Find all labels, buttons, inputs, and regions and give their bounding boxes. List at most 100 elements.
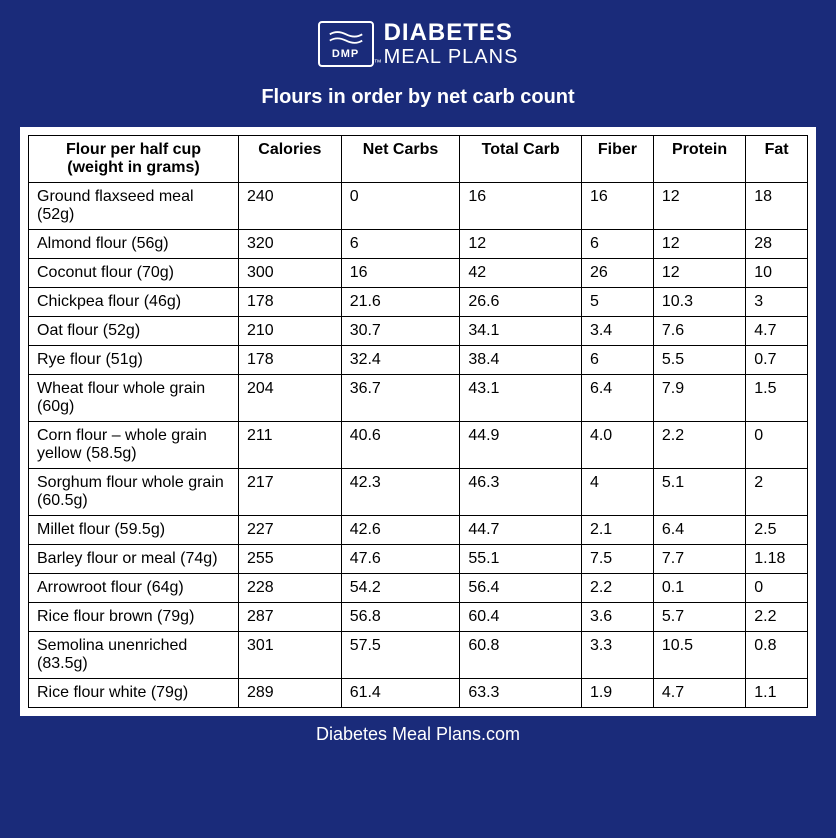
table-cell: 301	[239, 632, 342, 679]
flour-table: Flour per half cup (weight in grams) Cal…	[28, 135, 808, 708]
table-container: Flour per half cup (weight in grams) Cal…	[20, 127, 816, 716]
table-cell: 44.7	[460, 516, 582, 545]
logo-text: DIABETES MEAL PLANS	[384, 20, 519, 68]
table-cell: 7.5	[581, 545, 653, 574]
wave-icon	[328, 28, 364, 46]
table-cell: 7.6	[653, 317, 745, 346]
table-row: Rice flour white (79g)28961.463.31.94.71…	[29, 679, 808, 708]
table-cell: 5.1	[653, 469, 745, 516]
table-cell: 2.2	[746, 603, 808, 632]
table-cell: 30.7	[341, 317, 460, 346]
table-cell: 228	[239, 574, 342, 603]
table-cell: 54.2	[341, 574, 460, 603]
page-title: Flours in order by net carb count	[20, 86, 816, 109]
table-cell: 12	[653, 259, 745, 288]
table-cell: 12	[460, 230, 582, 259]
table-row: Rye flour (51g)17832.438.465.50.7	[29, 346, 808, 375]
table-row: Almond flour (56g)32061261228	[29, 230, 808, 259]
table-cell: 46.3	[460, 469, 582, 516]
table-cell: 2.2	[653, 422, 745, 469]
table-cell: 1.18	[746, 545, 808, 574]
table-cell: 255	[239, 545, 342, 574]
table-cell: 2.1	[581, 516, 653, 545]
col-header-calories: Calories	[239, 136, 342, 183]
table-row: Ground flaxseed meal (52g)240016161218	[29, 183, 808, 230]
table-cell: 4.0	[581, 422, 653, 469]
table-cell: 5.7	[653, 603, 745, 632]
table-row: Semolina unenriched (83.5g)30157.560.83.…	[29, 632, 808, 679]
table-cell: 6.4	[653, 516, 745, 545]
table-row: Sorghum flour whole grain (60.5g)21742.3…	[29, 469, 808, 516]
table-cell: 287	[239, 603, 342, 632]
table-cell: Oat flour (52g)	[29, 317, 239, 346]
logo-line1: DIABETES	[384, 20, 519, 46]
table-cell: 10	[746, 259, 808, 288]
table-cell: 36.7	[341, 375, 460, 422]
table-cell: 34.1	[460, 317, 582, 346]
table-cell: 44.9	[460, 422, 582, 469]
table-cell: 6	[341, 230, 460, 259]
table-cell: Rice flour white (79g)	[29, 679, 239, 708]
table-cell: 26.6	[460, 288, 582, 317]
table-cell: 4.7	[746, 317, 808, 346]
logo-line2: MEAL PLANS	[384, 46, 519, 68]
table-cell: Semolina unenriched (83.5g)	[29, 632, 239, 679]
table-cell: 0.8	[746, 632, 808, 679]
table-cell: 227	[239, 516, 342, 545]
table-cell: 18	[746, 183, 808, 230]
table-cell: Chickpea flour (46g)	[29, 288, 239, 317]
table-cell: 56.4	[460, 574, 582, 603]
table-cell: 0.7	[746, 346, 808, 375]
table-row: Millet flour (59.5g)22742.644.72.16.42.5	[29, 516, 808, 545]
logo-icon: DMP ™	[318, 21, 374, 67]
table-cell: 3.4	[581, 317, 653, 346]
table-cell: Corn flour – whole grain yellow (58.5g)	[29, 422, 239, 469]
table-cell: 28	[746, 230, 808, 259]
table-cell: 5.5	[653, 346, 745, 375]
col-header-fat: Fat	[746, 136, 808, 183]
col-header-protein: Protein	[653, 136, 745, 183]
table-row: Barley flour or meal (74g)25547.655.17.5…	[29, 545, 808, 574]
table-cell: 3.6	[581, 603, 653, 632]
table-cell: Sorghum flour whole grain (60.5g)	[29, 469, 239, 516]
col-header-totalcarb: Total Carb	[460, 136, 582, 183]
table-row: Oat flour (52g)21030.734.13.47.64.7	[29, 317, 808, 346]
footer-text: Diabetes Meal Plans.com	[20, 724, 816, 745]
table-cell: 43.1	[460, 375, 582, 422]
table-cell: 4.7	[653, 679, 745, 708]
logo-dmp-text: DMP	[332, 48, 359, 60]
table-cell: 2.2	[581, 574, 653, 603]
table-cell: 7.7	[653, 545, 745, 574]
table-cell: 12	[653, 183, 745, 230]
table-cell: 240	[239, 183, 342, 230]
table-cell: 10.3	[653, 288, 745, 317]
table-row: Chickpea flour (46g)17821.626.6510.33	[29, 288, 808, 317]
col-header-fiber: Fiber	[581, 136, 653, 183]
table-cell: 32.4	[341, 346, 460, 375]
table-cell: 60.4	[460, 603, 582, 632]
table-cell: 56.8	[341, 603, 460, 632]
table-cell: 40.6	[341, 422, 460, 469]
table-cell: 2.5	[746, 516, 808, 545]
table-row: Arrowroot flour (64g)22854.256.42.20.10	[29, 574, 808, 603]
table-cell: 16	[581, 183, 653, 230]
table-cell: Arrowroot flour (64g)	[29, 574, 239, 603]
table-cell: 178	[239, 346, 342, 375]
table-cell: 1.5	[746, 375, 808, 422]
table-cell: 5	[581, 288, 653, 317]
col-header-flour: Flour per half cup (weight in grams)	[29, 136, 239, 183]
table-cell: 300	[239, 259, 342, 288]
table-cell: Rye flour (51g)	[29, 346, 239, 375]
table-cell: 63.3	[460, 679, 582, 708]
table-cell: 42.6	[341, 516, 460, 545]
table-cell: 26	[581, 259, 653, 288]
table-cell: 3	[746, 288, 808, 317]
logo-section: DMP ™ DIABETES MEAL PLANS	[20, 20, 816, 68]
table-cell: Almond flour (56g)	[29, 230, 239, 259]
table-cell: 61.4	[341, 679, 460, 708]
table-cell: 178	[239, 288, 342, 317]
logo-trademark: ™	[374, 58, 382, 67]
table-cell: 42	[460, 259, 582, 288]
table-cell: 21.6	[341, 288, 460, 317]
table-cell: 210	[239, 317, 342, 346]
